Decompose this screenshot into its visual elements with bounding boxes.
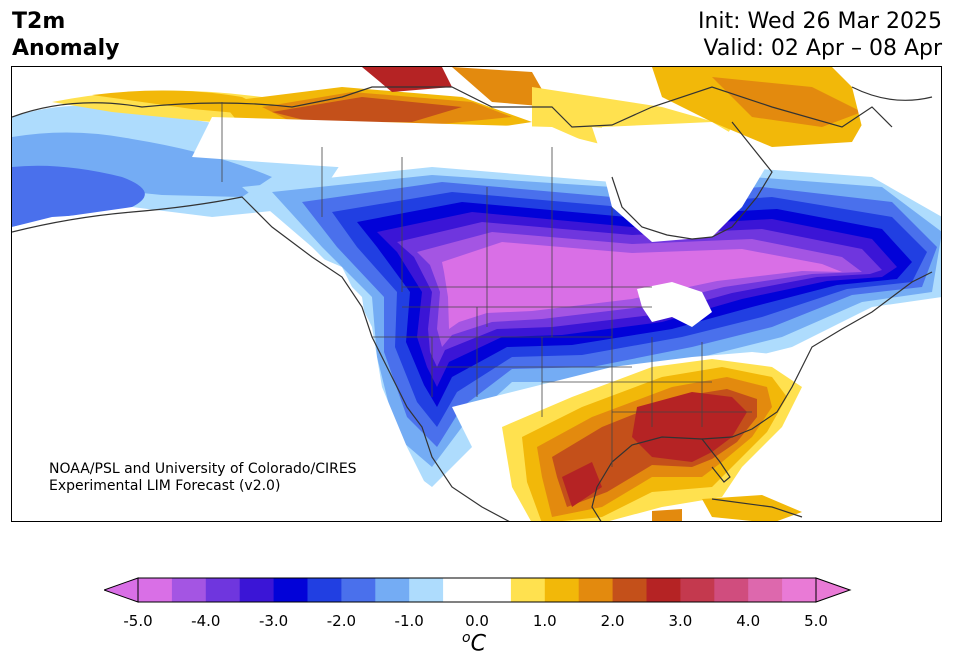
colorbar-extend-max bbox=[815, 577, 852, 603]
colorbar-tick-label: -2.0 bbox=[326, 612, 357, 630]
colorbar-tick-label: 5.0 bbox=[804, 612, 828, 630]
colorbar-swatch bbox=[375, 578, 410, 602]
colorbar bbox=[104, 577, 852, 603]
colorbar-swatch bbox=[646, 578, 681, 602]
colorbar-swatch bbox=[748, 578, 783, 602]
colorbar-swatch bbox=[510, 578, 546, 602]
colorbar-tick-label: 3.0 bbox=[668, 612, 693, 630]
colorbar-swatch bbox=[782, 578, 817, 602]
colorbar-swatch bbox=[307, 578, 342, 602]
colorbar-tick-label: -4.0 bbox=[191, 612, 221, 630]
colorbar-swatches bbox=[138, 578, 817, 602]
colorbar-tick-label: -5.0 bbox=[123, 612, 153, 630]
title-line-1: T2m bbox=[12, 9, 66, 34]
credit-line-1: NOAA/PSL and University of Colorado/CIRE… bbox=[49, 461, 357, 477]
colorbar-swatch bbox=[205, 578, 241, 602]
colorbar-tick-label: -1.0 bbox=[394, 612, 424, 630]
colorbar-swatch bbox=[138, 578, 173, 602]
colorbar-tick-label: 0.0 bbox=[465, 612, 489, 630]
colorbar-swatch bbox=[544, 578, 580, 602]
colorbar-swatch bbox=[680, 578, 715, 602]
colorbar-swatch bbox=[273, 578, 308, 602]
anomaly-map bbox=[11, 66, 942, 522]
colorbar-tick-label: -3.0 bbox=[258, 612, 289, 630]
colorbar-outline bbox=[137, 577, 817, 603]
init-date: Init: Wed 26 Mar 2025 bbox=[697, 9, 942, 34]
colorbar-tick-label: 2.0 bbox=[600, 612, 625, 630]
colorbar-swatch bbox=[341, 578, 376, 602]
valid-range: Valid: 02 Apr – 08 Apr bbox=[703, 36, 943, 61]
map-svg bbox=[12, 67, 941, 521]
colorbar-swatch bbox=[578, 578, 614, 602]
title-line-2: Anomaly bbox=[12, 36, 120, 61]
unit-degree: o bbox=[462, 630, 471, 646]
state-borders bbox=[221, 102, 752, 467]
credit-line-2: Experimental LIM Forecast (v2.0) bbox=[49, 478, 281, 494]
colorbar-tick-label: 1.0 bbox=[532, 612, 557, 630]
colorbar-swatch bbox=[443, 578, 512, 602]
colorbar-unit: oC bbox=[462, 630, 486, 656]
coastlines-borders bbox=[12, 86, 933, 521]
colorbar-swatch bbox=[171, 578, 207, 602]
anomaly-fields bbox=[12, 67, 941, 521]
colorbar-extend-min bbox=[104, 577, 139, 603]
forecast-dates: Init: Wed 26 Mar 2025 Valid: 02 Apr – 08… bbox=[698, 8, 942, 62]
colorbar-swatch bbox=[612, 578, 647, 602]
map-title: T2m Anomaly bbox=[12, 8, 119, 62]
unit-celsius: C bbox=[470, 631, 486, 657]
colorbar-swatch bbox=[409, 578, 444, 602]
colorbar-swatch bbox=[239, 578, 275, 602]
colorbar-swatch bbox=[714, 578, 749, 602]
colorbar-tick-label: 4.0 bbox=[736, 612, 761, 630]
credit-text: NOAA/PSL and University of Colorado/CIRE… bbox=[49, 461, 357, 495]
